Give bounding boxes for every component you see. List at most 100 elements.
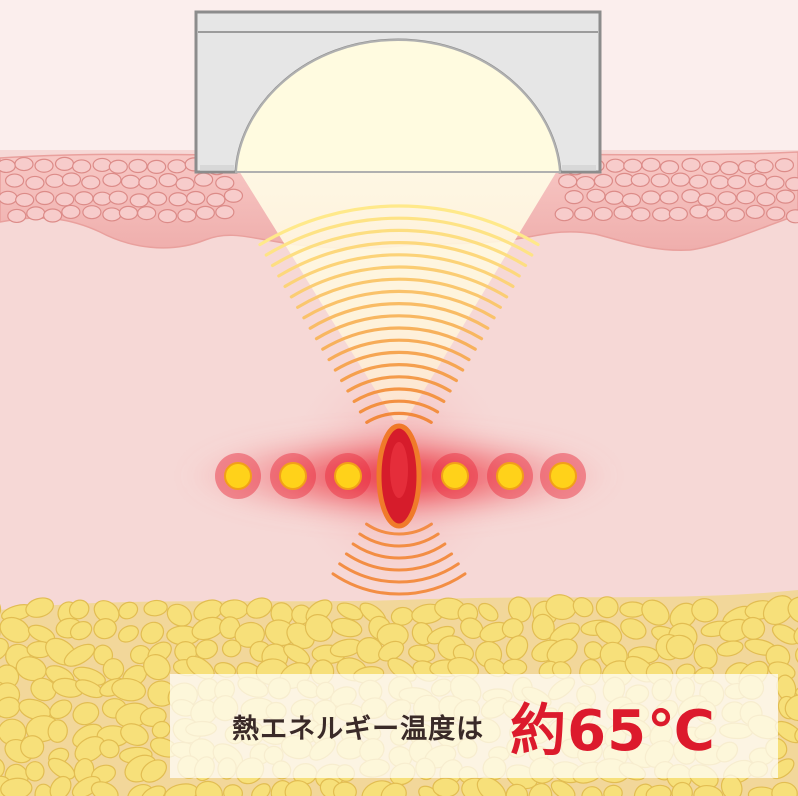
fat-cell (68, 599, 90, 620)
wave-arc (346, 375, 452, 393)
fat-cell (140, 621, 165, 645)
ultrasound-transducer (194, 10, 602, 174)
epidermis-cell (25, 175, 45, 191)
fat-cell (74, 736, 106, 763)
epidermis-cell (785, 209, 798, 224)
epidermis-cell (765, 175, 785, 190)
epidermis-cell (108, 190, 128, 205)
epidermis-cell (7, 208, 27, 224)
fat-cell (641, 599, 670, 626)
epidermis-cell (785, 176, 798, 192)
wave-arc (352, 387, 446, 404)
epidermis-cell (766, 206, 786, 221)
wave-arc-lower (331, 572, 467, 596)
epidermis-cell (621, 192, 642, 208)
fat-cell (531, 613, 555, 641)
wave-arc (340, 363, 458, 383)
epidermis-cell (652, 207, 672, 222)
heat-point (224, 462, 252, 490)
epidermis-cell (215, 175, 235, 191)
heat-point (549, 462, 577, 490)
wave-arc-lower (358, 532, 440, 548)
epidermis-cell (45, 173, 65, 188)
heat-point (496, 462, 524, 490)
epidermis-cell (558, 174, 578, 189)
heat-points (215, 453, 586, 499)
fat-cell (47, 757, 76, 780)
fat-cell (151, 720, 171, 739)
fat-cell (0, 637, 9, 663)
epidermis-cell (147, 191, 168, 206)
epidermis-cell (108, 159, 128, 174)
fat-cell (595, 620, 623, 645)
fat-cell (143, 599, 168, 617)
epidermis-cell (756, 192, 776, 207)
epidermis-cell (137, 206, 157, 221)
fat-cell (507, 596, 532, 623)
wave-arc (308, 302, 490, 330)
fat-cell (747, 786, 779, 796)
epidermis-cell (688, 174, 709, 189)
fat-cell (691, 598, 719, 623)
wave-arc (258, 204, 540, 247)
epidermis-cell (118, 205, 139, 220)
fat-cell (117, 625, 139, 643)
epidermis-cell (120, 174, 141, 189)
epidermis-cell (34, 158, 54, 173)
caption-label: 熱エネルギー温度は (232, 713, 485, 745)
epidermis-cell (754, 159, 774, 174)
epidermis-cell (717, 191, 737, 206)
fat-cell (118, 601, 139, 620)
heat-point (279, 462, 307, 490)
epidermis-cell (604, 190, 624, 205)
epidermis-cell (650, 173, 670, 188)
wave-arc-lower (365, 522, 433, 536)
epidermis-cell (774, 158, 795, 173)
epidermis-cell (641, 190, 661, 205)
wave-arc (283, 253, 515, 288)
epidermis-cell (736, 190, 756, 205)
epidermis-cell (177, 208, 197, 223)
fat-cell (550, 780, 576, 796)
fat-cell (195, 639, 219, 660)
epidermis-cell (681, 189, 701, 204)
epidermis-cell (668, 206, 688, 222)
fat-cell (251, 783, 271, 796)
fat-cell (49, 775, 72, 796)
fat-cell (693, 644, 718, 670)
diverging-waves (331, 522, 467, 596)
epidermis-cell (81, 175, 101, 190)
fat-cell (69, 620, 93, 641)
epidermis-cell (630, 172, 650, 188)
epidermis-cell (574, 206, 594, 221)
wave-arc (270, 228, 528, 268)
fat-cell (795, 683, 798, 699)
epidermis-cell (554, 207, 574, 222)
fat-cell (195, 780, 223, 796)
heat-point (334, 462, 362, 490)
fat-cell (71, 775, 101, 796)
epidermis-cell (575, 175, 596, 191)
epidermis-cell (147, 159, 167, 174)
epidermis-cell (167, 159, 187, 174)
wave-arc (333, 350, 465, 372)
epidermis-cell (102, 172, 122, 188)
fat-cell (665, 634, 695, 660)
heat-point (441, 462, 469, 490)
epidermis-cell (0, 158, 16, 174)
epidermis-cell (138, 175, 158, 190)
epidermis-cell (102, 207, 122, 222)
fat-cell (793, 623, 798, 647)
wave-arc (321, 326, 477, 351)
fat-cell (221, 639, 242, 658)
fat-cell (25, 761, 45, 782)
fat-cell (671, 781, 693, 796)
fat-cell (476, 776, 507, 796)
fat-cell (784, 693, 798, 722)
epidermis-cell (82, 205, 102, 220)
epidermis-cells (0, 156, 798, 224)
epidermis-cell (128, 158, 148, 174)
epidermis-cell (206, 192, 226, 208)
fat-cell (0, 756, 5, 780)
